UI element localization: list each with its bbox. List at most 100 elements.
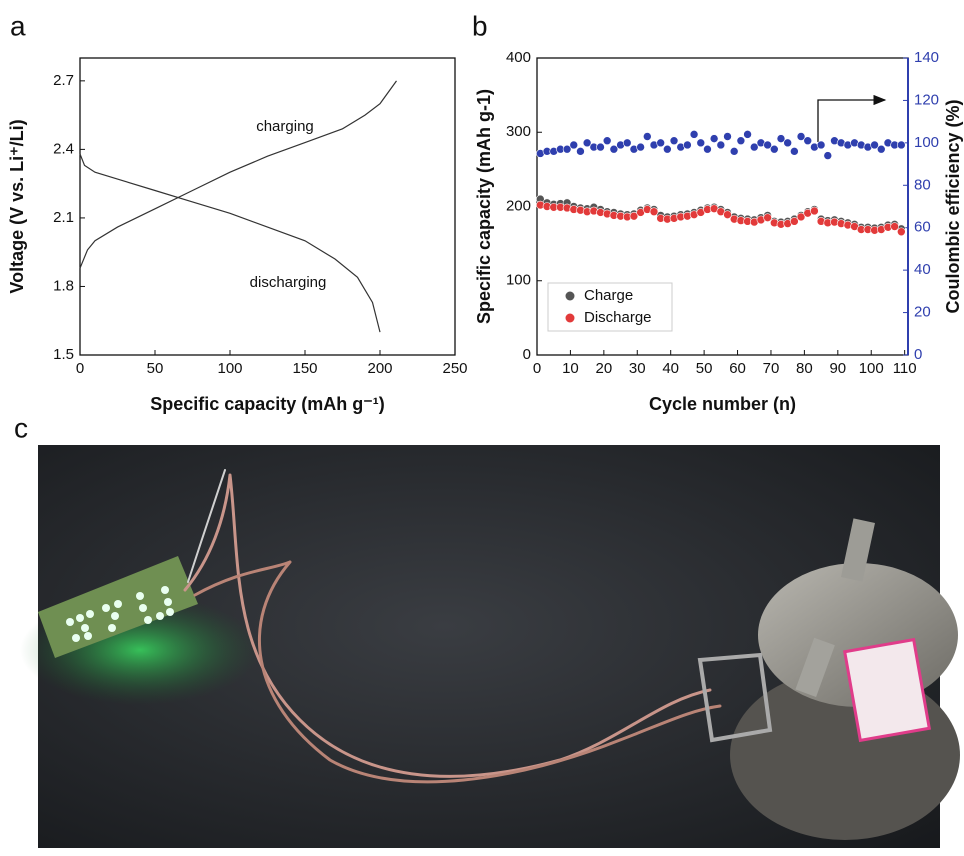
- x-tick-label: 70: [763, 360, 780, 377]
- point: [876, 144, 886, 154]
- point: [803, 136, 813, 146]
- clip: [697, 652, 773, 743]
- x-tick-label: 50: [147, 360, 164, 377]
- photo: [20, 445, 960, 848]
- y2-tick-label: 40: [914, 261, 931, 278]
- point: [790, 147, 799, 156]
- y2-tick-label: 20: [914, 304, 931, 321]
- x-tick-label: 60: [729, 360, 746, 377]
- point: [763, 213, 772, 222]
- point: [689, 130, 699, 139]
- y2-tick-label: 100: [914, 134, 939, 151]
- point: [649, 207, 659, 216]
- x-tick-label: 30: [629, 360, 646, 377]
- point: [736, 136, 746, 146]
- y-axis-label: Voltage (V vs. Li⁺/Li): [7, 119, 27, 293]
- point: [602, 136, 612, 146]
- point: [743, 130, 752, 139]
- x-tick-label: 40: [662, 360, 679, 377]
- point: [709, 134, 719, 143]
- point: [562, 144, 572, 154]
- point: [582, 138, 592, 148]
- point: [810, 206, 819, 216]
- y-tick-label: 200: [506, 197, 531, 214]
- y2-tick-label: 120: [914, 91, 939, 108]
- point: [636, 142, 645, 152]
- x-tick-label: 200: [367, 360, 392, 377]
- legend-label: Discharge: [584, 309, 652, 326]
- y2-axis-label: Coulombic efficiency (%): [943, 99, 963, 313]
- legend-box: [547, 282, 673, 332]
- point: [656, 138, 665, 148]
- y2-tick-label: 0: [914, 346, 922, 363]
- point: [897, 140, 906, 150]
- line: [79, 153, 381, 333]
- point: [729, 147, 739, 156]
- x-tick-label: 0: [533, 360, 541, 377]
- y-tick-label: 2.4: [53, 140, 74, 157]
- x-axis-label: Cycle number (n): [649, 394, 796, 414]
- point: [790, 217, 799, 226]
- y2-tick-label: 60: [914, 219, 931, 236]
- point: [890, 222, 899, 231]
- y-tick-label: 1.5: [53, 346, 74, 363]
- y-tick-label: 400: [506, 49, 531, 66]
- plot-frame: [79, 57, 456, 356]
- y2-tick-label: 80: [914, 176, 931, 193]
- x-tick-label: 100: [217, 360, 242, 377]
- point: [796, 132, 806, 141]
- y-tick-label: 0: [523, 346, 531, 363]
- x-tick-label: 150: [292, 360, 317, 377]
- curve-annotation: discharging: [250, 274, 327, 291]
- point: [723, 132, 732, 141]
- point: [629, 211, 639, 221]
- y-tick-label: 2.7: [53, 72, 74, 89]
- wires: [183, 469, 722, 784]
- point: [823, 151, 833, 160]
- x-tick-label: 250: [442, 360, 467, 377]
- x-tick-label: 110: [893, 360, 917, 377]
- point: [749, 142, 759, 152]
- y-tick-label: 1.8: [53, 277, 74, 294]
- x-tick-label: 90: [829, 360, 846, 377]
- label-sticker: [842, 637, 932, 743]
- point: [783, 138, 792, 148]
- panel-label: b: [472, 10, 488, 41]
- y-tick-label: 300: [506, 123, 531, 140]
- cell-bolt: [795, 637, 835, 697]
- point: [569, 140, 579, 150]
- x-axis-label: Specific capacity (mAh g⁻¹): [150, 394, 385, 414]
- x-tick-label: 80: [796, 360, 813, 377]
- point: [683, 140, 692, 150]
- point: [796, 212, 806, 222]
- panel-label: a: [10, 10, 26, 41]
- point: [770, 144, 779, 154]
- point: [776, 134, 786, 143]
- x-tick-label: 10: [562, 360, 579, 377]
- point: [596, 142, 605, 152]
- point: [763, 140, 772, 150]
- point: [669, 136, 679, 146]
- point: [609, 144, 619, 154]
- led-dots: [66, 586, 174, 642]
- line: [79, 80, 397, 269]
- cell-bolt: [841, 518, 875, 582]
- y-axis-label: Specific capacity (mAh g-1): [474, 89, 494, 324]
- y2-tick-label: 140: [914, 49, 939, 66]
- legend-label: Charge: [584, 287, 633, 304]
- point: [897, 227, 906, 237]
- point: [642, 132, 652, 141]
- panel-label: c: [14, 412, 28, 443]
- x-tick-label: 50: [696, 360, 713, 377]
- point: [696, 138, 706, 148]
- curve-annotation: charging: [256, 118, 314, 135]
- point: [816, 140, 826, 150]
- x-tick-label: 20: [596, 360, 613, 377]
- axis-arrow: [817, 94, 887, 142]
- point: [703, 144, 712, 154]
- point: [622, 138, 632, 148]
- point: [576, 147, 585, 156]
- point: [663, 144, 672, 154]
